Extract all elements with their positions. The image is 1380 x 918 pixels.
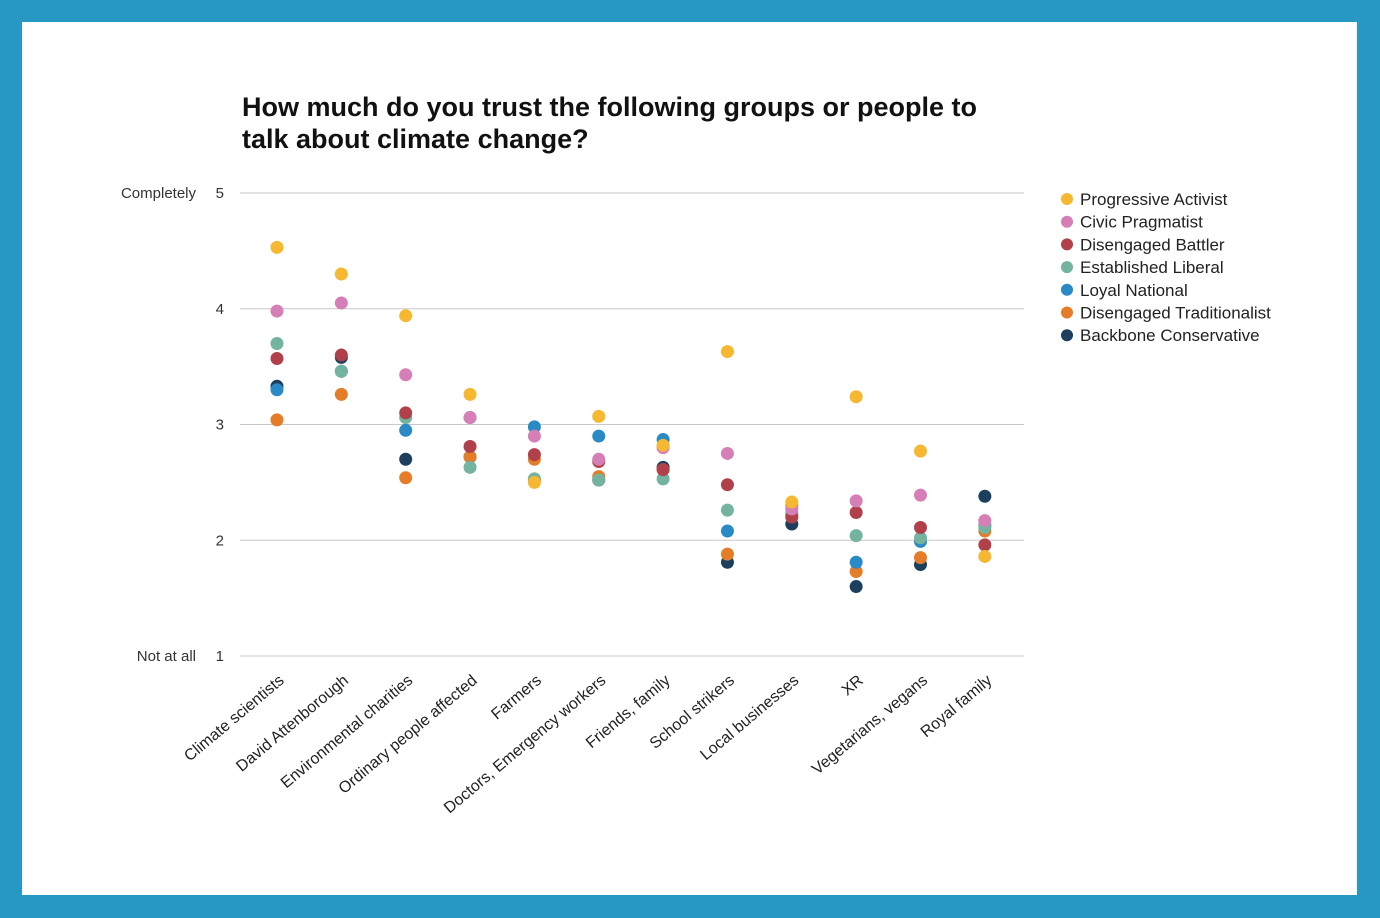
data-point xyxy=(914,551,927,565)
data-point xyxy=(334,348,348,362)
data-point xyxy=(914,444,927,458)
data-point xyxy=(463,411,477,425)
data-point xyxy=(270,413,284,427)
legend-marker xyxy=(1061,261,1073,274)
data-point xyxy=(592,473,606,487)
legend-marker xyxy=(1061,306,1073,319)
data-point xyxy=(592,429,606,443)
data-point xyxy=(656,463,670,477)
data-point xyxy=(463,460,477,474)
data-point xyxy=(849,505,863,519)
data-point xyxy=(720,547,734,561)
data-point xyxy=(527,448,541,462)
data-point xyxy=(399,452,413,466)
y-tick-label: 4 xyxy=(216,301,224,318)
data-point xyxy=(656,438,670,452)
legend-marker xyxy=(1061,215,1073,228)
category-label: Farmers xyxy=(488,672,545,723)
data-point xyxy=(978,514,992,528)
data-point xyxy=(720,446,734,460)
data-point xyxy=(849,555,863,569)
data-point xyxy=(978,538,992,552)
y-tick-label: 2 xyxy=(216,532,224,549)
data-point xyxy=(849,494,863,508)
data-point xyxy=(270,352,284,366)
data-point xyxy=(849,580,863,594)
legend-label: Progressive Activist xyxy=(1080,190,1228,209)
data-point xyxy=(527,475,541,489)
data-point xyxy=(334,364,348,378)
legend-label: Disengaged Battler xyxy=(1080,235,1225,254)
data-point xyxy=(527,429,541,443)
legend-marker xyxy=(1061,329,1073,342)
legend-marker xyxy=(1061,283,1073,296)
y-tick-label: 5 xyxy=(216,185,224,202)
data-point xyxy=(914,531,927,545)
data-point xyxy=(592,452,606,466)
legend-label: Established Liberal xyxy=(1080,258,1224,277)
data-point xyxy=(334,387,348,401)
legend-label: Loyal National xyxy=(1080,281,1188,300)
legend-marker xyxy=(1061,238,1073,251)
data-point xyxy=(720,503,734,517)
y-tick-label: 3 xyxy=(216,417,224,434)
legend-label: Disengaged Traditionalist xyxy=(1080,304,1271,323)
data-point xyxy=(720,524,734,538)
data-point xyxy=(720,478,734,492)
data-point xyxy=(592,409,606,423)
data-point xyxy=(399,368,413,382)
data-point xyxy=(656,472,670,486)
data-point xyxy=(849,390,863,404)
legend-label: Backbone Conservative xyxy=(1080,326,1260,345)
data-point xyxy=(399,423,413,437)
data-point xyxy=(785,495,799,509)
category-label: Royal family xyxy=(918,672,996,741)
data-point xyxy=(978,489,992,503)
data-point xyxy=(399,406,413,420)
data-point xyxy=(914,521,927,535)
data-point xyxy=(270,383,284,397)
data-point xyxy=(334,296,348,310)
legend-marker xyxy=(1061,193,1073,205)
data-point xyxy=(849,529,863,543)
data-point xyxy=(270,336,284,350)
data-point xyxy=(270,304,284,318)
data-point xyxy=(399,309,413,323)
data-point xyxy=(914,488,927,502)
y-tick-text: Completely xyxy=(121,185,197,202)
y-tick-label: 1 xyxy=(216,648,224,665)
data-point xyxy=(463,387,477,401)
data-point xyxy=(399,471,413,485)
category-label: XR xyxy=(839,672,867,699)
data-point xyxy=(334,267,348,281)
data-point xyxy=(978,549,992,563)
legend-label: Civic Pragmatist xyxy=(1080,213,1203,232)
category-label: David Attenborough xyxy=(233,672,352,775)
chart-title-line-1: How much do you trust the following grou… xyxy=(242,92,977,122)
chart-panel xyxy=(22,22,1357,895)
data-point xyxy=(720,345,734,359)
y-tick-text: Not at all xyxy=(137,648,196,665)
category-label: Vegetarians, vegans xyxy=(809,672,931,778)
data-point xyxy=(463,439,477,453)
data-point xyxy=(270,240,284,254)
data-point xyxy=(527,420,541,434)
chart-title-line-2: talk about climate change? xyxy=(242,124,589,154)
data-point xyxy=(849,565,863,579)
data-point xyxy=(463,450,477,464)
